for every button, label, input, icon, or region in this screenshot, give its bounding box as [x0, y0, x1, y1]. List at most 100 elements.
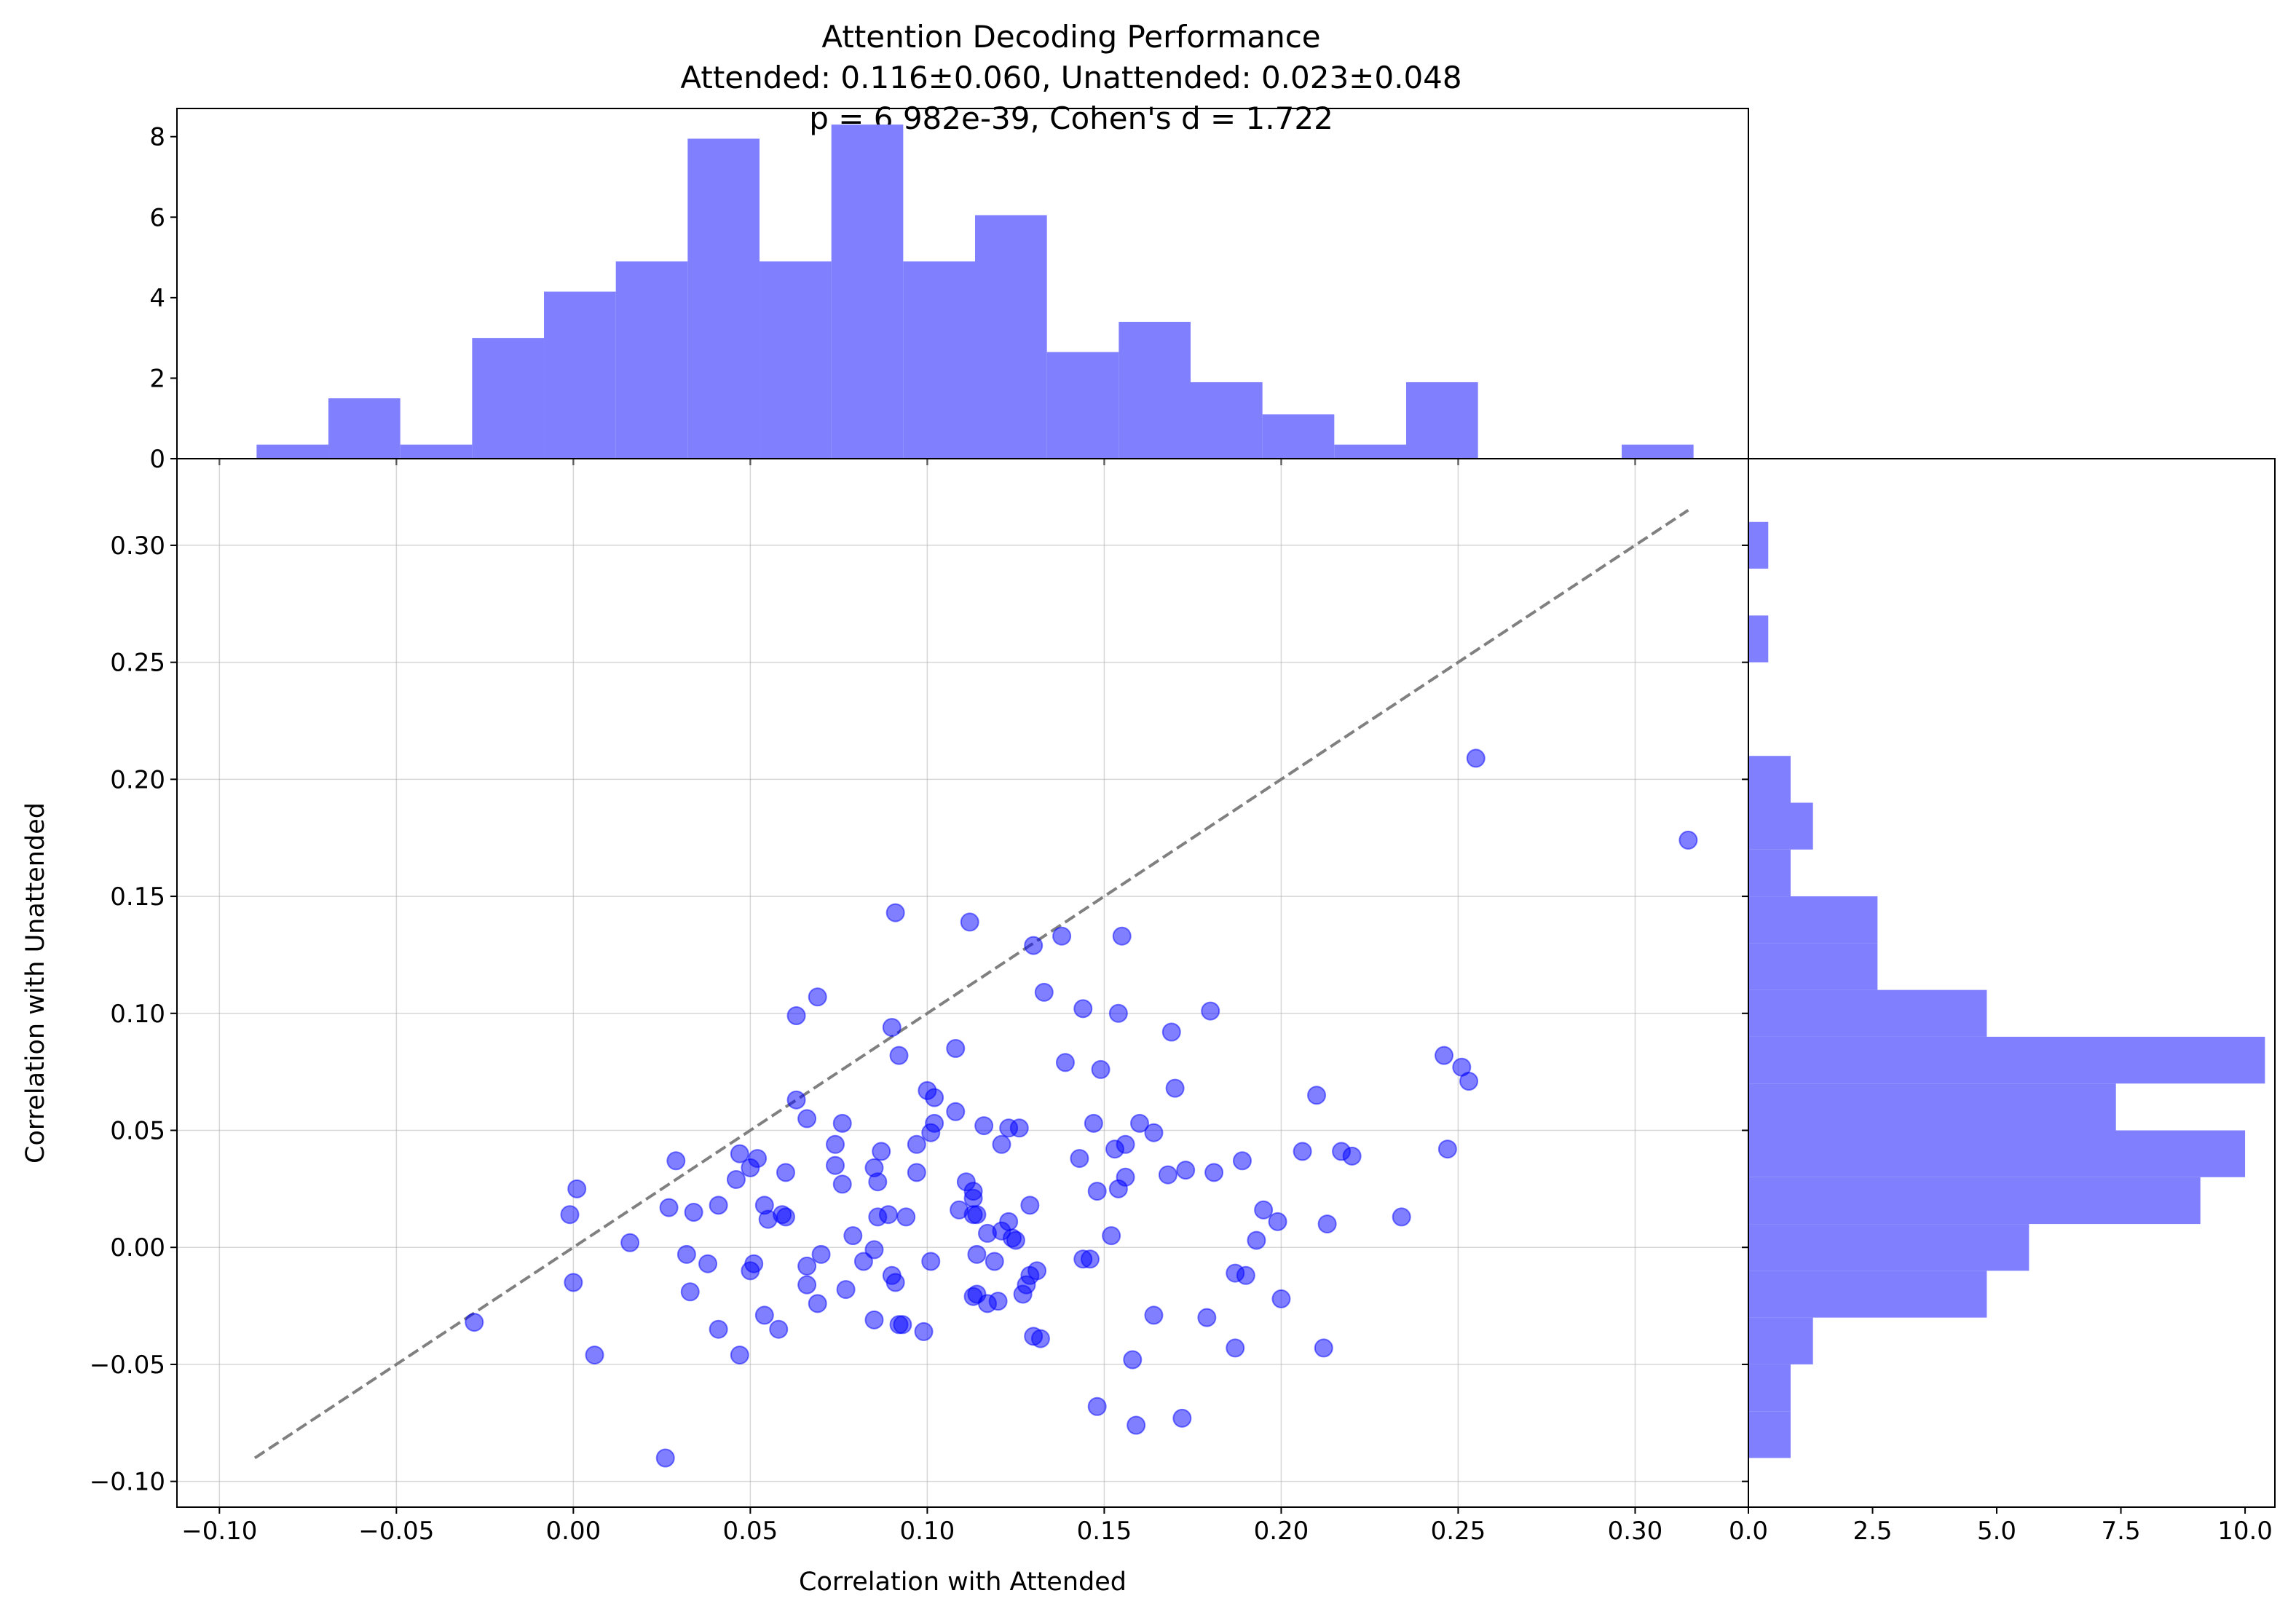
right-histogram-bar: [1748, 615, 1769, 663]
top-histogram-bar: [903, 261, 976, 459]
scatter-point: [864, 1310, 884, 1329]
scatter-plot: −0.10 −0.05 0.00 0.05 0.10 0.15 0.20 0.25 0.30 −…: [21, 458, 1749, 1597]
scatter-point: [776, 1207, 795, 1227]
top-histogram-bar: [1262, 414, 1335, 459]
scatter-point: [786, 1090, 806, 1110]
scatter-point: [836, 1280, 856, 1300]
right-histogram-y-ticks: [1742, 544, 1748, 1482]
right-histogram-bar: [1748, 943, 1878, 990]
scatter-point: [776, 1163, 795, 1182]
scatter-point: [709, 1319, 728, 1339]
scatter-point: [1459, 1072, 1479, 1091]
scatter-point: [978, 1223, 998, 1243]
right-histogram-frame: [1748, 458, 2276, 1508]
y-tick-label: 0.25: [110, 649, 165, 678]
scatter-point: [1080, 1249, 1100, 1269]
top-histogram-bar: [1406, 382, 1478, 459]
scatter-point: [1678, 830, 1698, 850]
scatter-point: [1030, 1329, 1050, 1348]
top-histogram: 0 2 4 6 8: [149, 108, 1749, 474]
scatter-point: [726, 1170, 746, 1189]
scatter-point: [1307, 1086, 1327, 1105]
scatter-point: [868, 1172, 888, 1192]
right-histogram-x-ticks: 0.0 2.5 5.0 7.5 10.0: [1729, 1507, 2273, 1546]
x-tick-label: 0.05: [723, 1517, 778, 1546]
right-histogram-bar: [1748, 1177, 2201, 1225]
right-histogram: 0.0 2.5 5.0 7.5 10.0: [1729, 458, 2276, 1546]
chart-title-line-2: Attended: 0.116±0.060, Unattended: 0.023…: [680, 60, 1461, 95]
scatter-point: [832, 1174, 852, 1194]
top-histogram-bar: [328, 398, 401, 459]
top-histogram-bar: [615, 261, 688, 459]
scatter-point: [659, 1198, 679, 1217]
scatter-point: [808, 1294, 827, 1313]
top-histogram-bars: [256, 125, 1694, 459]
right-histogram-bars: [1748, 521, 2265, 1458]
x-tick-label: 0.25: [1431, 1517, 1486, 1546]
scatter-y-ticks: −0.10 −0.05 0.00 0.05 0.10 0.15 0.20 0.25 0.30: [90, 532, 177, 1497]
scatter-point: [1172, 1408, 1192, 1428]
x-tick-label: 0.00: [546, 1517, 601, 1546]
top-histogram-bar: [1334, 444, 1407, 459]
scatter-point: [946, 1039, 966, 1058]
scatter-point: [676, 1244, 696, 1264]
scatter-point: [754, 1305, 774, 1325]
scatter-point: [1435, 1046, 1454, 1065]
scatter-point: [698, 1254, 718, 1273]
scatter-point: [967, 1205, 987, 1225]
scatter-point: [1466, 748, 1486, 768]
scatter-point: [967, 1244, 987, 1264]
scatter-point: [1009, 1118, 1029, 1138]
scatter-point: [1087, 1182, 1107, 1201]
diagonal-reference-line: [253, 509, 1689, 1460]
scatter-point: [797, 1275, 817, 1295]
scatter-point: [853, 1252, 873, 1271]
y-tick-label: 0.30: [110, 532, 165, 561]
scatter-point: [907, 1163, 926, 1182]
top-histogram-bar: [975, 215, 1047, 459]
scatter-point: [1392, 1207, 1411, 1227]
scatter-point: [1112, 926, 1132, 946]
chart-title: Attention Decoding Performance Attended:…: [680, 19, 1461, 136]
top-histogram-bar: [1621, 444, 1694, 459]
right-histogram-bar: [1748, 1317, 1813, 1364]
top-histogram-bar: [831, 125, 904, 459]
top-histogram-bar: [1046, 352, 1119, 459]
y-tick-label: 0.10: [110, 1000, 165, 1029]
scatter-point: [1024, 936, 1044, 955]
y-tick-label: 0.05: [110, 1117, 165, 1146]
top-y-tick-label: 2: [149, 364, 165, 393]
scatter-point: [963, 1188, 983, 1208]
scatter-point: [872, 1142, 891, 1161]
scatter-point: [1034, 982, 1054, 1002]
y-tick-label: −0.10: [90, 1468, 165, 1497]
scatter-point: [889, 1046, 909, 1065]
right-x-tick-label: 2.5: [1853, 1517, 1892, 1546]
scatter-point: [1020, 1196, 1040, 1215]
right-histogram-bar: [1748, 1411, 1791, 1458]
top-histogram-bar: [472, 338, 545, 459]
scatter-point: [864, 1240, 884, 1260]
scatter-point: [741, 1158, 760, 1177]
scatter-point: [882, 1018, 902, 1038]
scatter-point: [1161, 1022, 1181, 1042]
scatter-point: [826, 1155, 845, 1175]
scatter-point: [1052, 926, 1072, 946]
scatter-point: [1108, 1003, 1128, 1023]
scatter-point: [1201, 1001, 1220, 1021]
scatter-point: [1130, 1113, 1150, 1133]
top-histogram-bar: [1191, 382, 1263, 459]
scatter-point: [1226, 1338, 1245, 1358]
scatter-point: [1314, 1338, 1333, 1358]
scatter-point: [1232, 1151, 1252, 1171]
scatter-point: [1108, 1179, 1128, 1198]
scatter-point: [978, 1294, 998, 1313]
right-x-tick-label: 0.0: [1729, 1517, 1768, 1546]
scatter-point: [1091, 1059, 1110, 1079]
right-histogram-bar: [1748, 1224, 2029, 1271]
scatter-point: [1073, 999, 1093, 1019]
scatter-point: [1165, 1078, 1185, 1098]
chart-title-line-1: Attention Decoding Performance: [821, 19, 1320, 55]
x-tick-label: 0.10: [900, 1517, 955, 1546]
